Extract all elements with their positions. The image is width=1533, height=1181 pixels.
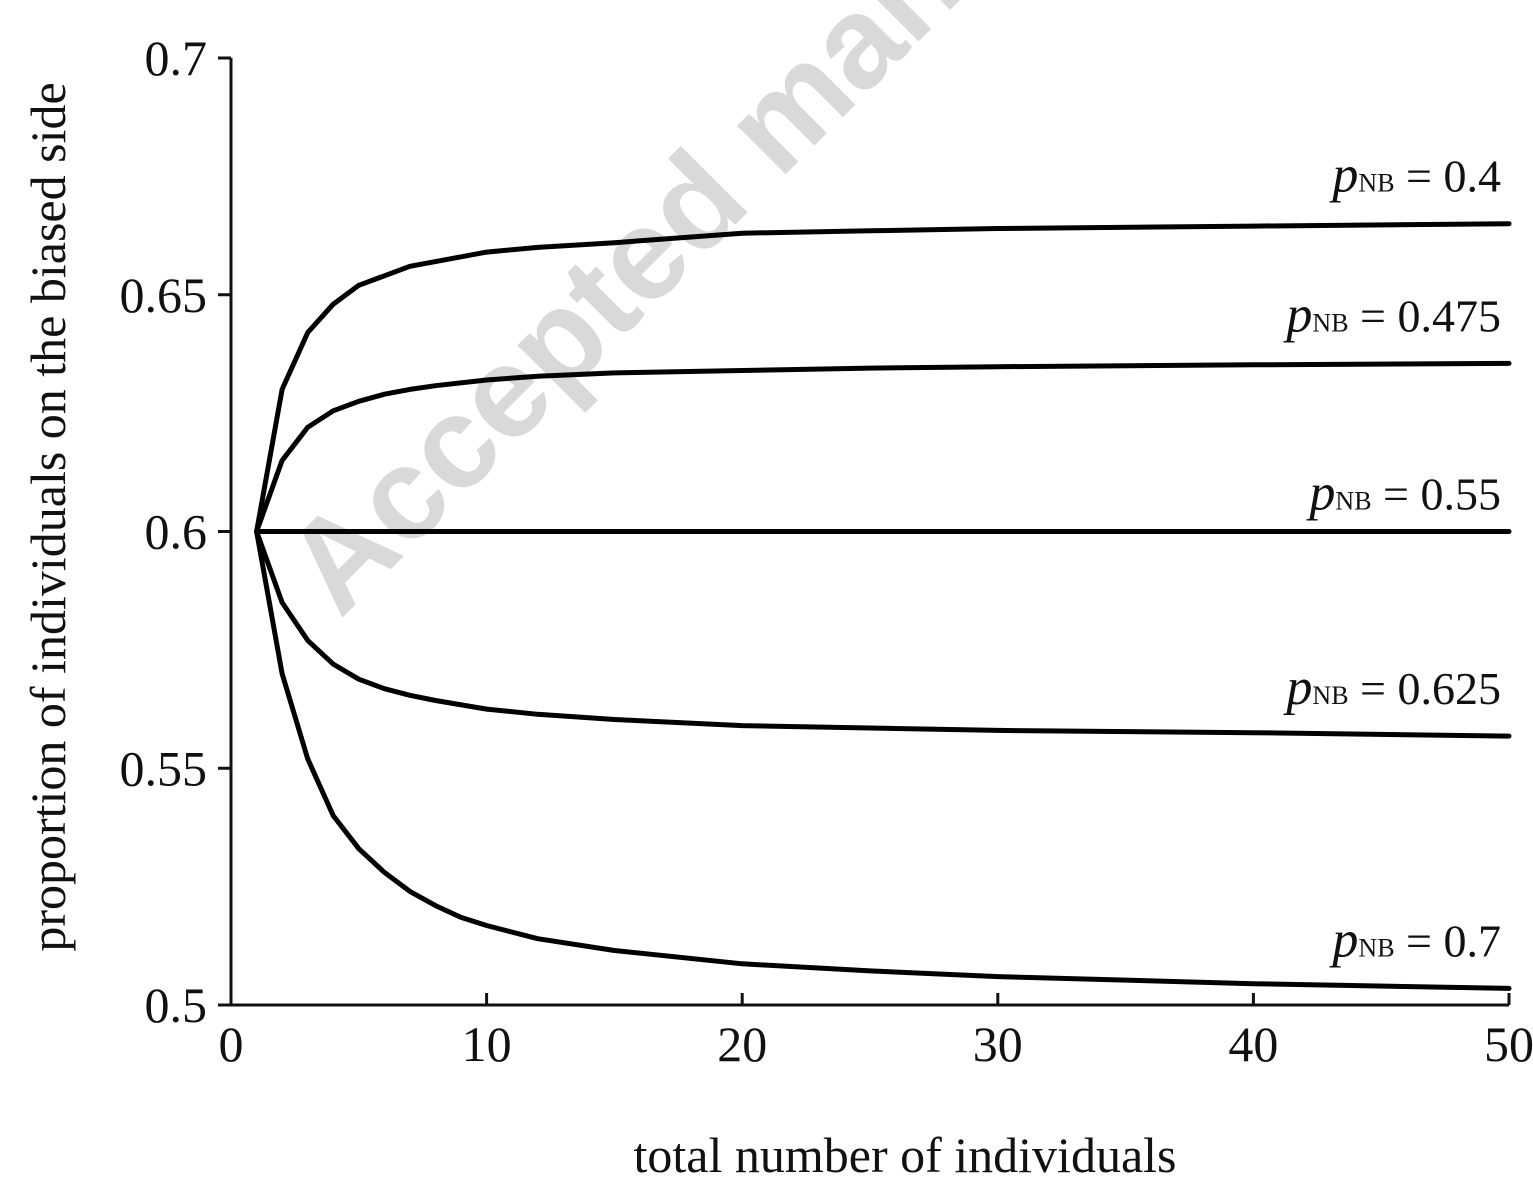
series-label-symbol: p	[1328, 147, 1358, 204]
x-tick-label: 10	[462, 1016, 512, 1072]
series-label: pNB = 0.4	[1328, 147, 1501, 204]
series-label-value: = 0.475	[1349, 290, 1501, 341]
x-tick-label: 20	[717, 1016, 767, 1072]
series-line	[254, 360, 1512, 534]
series-label: pNB = 0.7	[1328, 911, 1501, 968]
x-tick-label: 30	[973, 1016, 1023, 1072]
series-label-subscript: NB	[1335, 487, 1371, 516]
series-label-value: = 0.4	[1395, 151, 1501, 202]
y-tick-label: 0.6	[145, 504, 208, 560]
x-tick-label: 50	[1484, 1016, 1533, 1072]
series-line	[254, 529, 1512, 739]
series-label: pNB = 0.55	[1305, 465, 1501, 522]
y-axis-title: proportion of individuals on the biased …	[20, 82, 76, 951]
y-tick-label: 0.65	[120, 267, 208, 323]
series-label-subscript: NB	[1358, 933, 1394, 962]
series-label-value: = 0.55	[1372, 469, 1501, 520]
series-label: pNB = 0.625	[1282, 659, 1501, 716]
y-tick-label: 0.7	[145, 30, 208, 86]
x-tick-label: 0	[219, 1016, 244, 1072]
series-label-symbol: p	[1305, 465, 1335, 522]
series-lines	[254, 221, 1512, 991]
series-line	[254, 221, 1512, 534]
series-label-subscript: NB	[1358, 169, 1394, 198]
y-tick-label: 0.55	[120, 740, 208, 796]
y-tick-label: 0.5	[145, 977, 208, 1033]
x-axis-title: total number of individuals	[634, 1127, 1177, 1181]
x-tick-label: 40	[1228, 1016, 1278, 1072]
series-label-symbol: p	[1328, 911, 1358, 968]
series-label-value: = 0.7	[1395, 915, 1501, 966]
series-label-subscript: NB	[1312, 681, 1348, 710]
series-label: pNB = 0.475	[1282, 286, 1501, 343]
series-label-symbol: p	[1282, 286, 1312, 343]
series-label-subscript: NB	[1312, 308, 1348, 337]
series-label-symbol: p	[1282, 659, 1312, 716]
watermark: Accepted manus	[257, 0, 1096, 640]
series-label-value: = 0.625	[1349, 663, 1501, 714]
series-line	[254, 529, 1512, 991]
axes: 0 10 20 30 40 50 0.5 0.55 0.6 0.65 0.7	[120, 30, 1533, 1072]
